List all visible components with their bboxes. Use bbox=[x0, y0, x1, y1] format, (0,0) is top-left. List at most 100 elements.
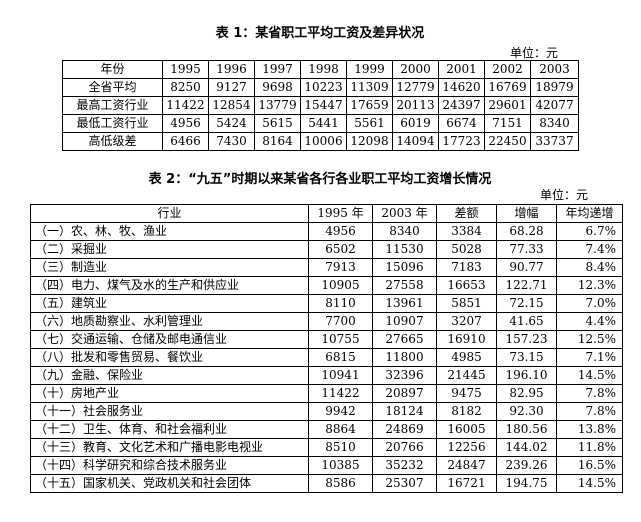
table2-cell: 6.7% bbox=[556, 222, 623, 241]
table2-cell: 18124 bbox=[372, 402, 437, 421]
table2-title: 表 2：“九五”时期以来某省各行各业职工平均工资增长情况 bbox=[148, 172, 492, 187]
table2-cell: 5028 bbox=[436, 240, 497, 259]
table2-row: （十二）卫生、体育、和社会福利业 8864 24869 16005 180.56 13.8… bbox=[30, 420, 623, 439]
table1-cell: 6466 bbox=[162, 132, 209, 151]
table2-cell: 12.3% bbox=[556, 276, 623, 295]
table1-cell: 29601 bbox=[484, 96, 531, 115]
table1-header-year: 2002 bbox=[484, 60, 531, 79]
table1-cell: 24397 bbox=[438, 96, 485, 115]
table1-cell: 10006 bbox=[300, 132, 347, 151]
table2-cell: 144.02 bbox=[496, 438, 557, 457]
table2-header-cell: 行业 bbox=[30, 204, 309, 223]
table1-cell: 22450 bbox=[484, 132, 531, 151]
table2-industry-name: （十一）社会服务业 bbox=[30, 402, 309, 421]
table1-cell: 11422 bbox=[162, 96, 209, 115]
table2-cell: 27665 bbox=[372, 330, 437, 349]
table2-cell: 25307 bbox=[372, 474, 437, 493]
table1-header-year: 2003 bbox=[530, 60, 579, 79]
table2-cell: 16005 bbox=[436, 420, 497, 439]
table1-title: 表 1：某省职工平均工资及差异状况 bbox=[215, 26, 425, 41]
table2-header-cell: 增幅 bbox=[496, 204, 557, 223]
table1-cell: 9127 bbox=[208, 78, 255, 97]
table1-cell: 5615 bbox=[254, 114, 301, 133]
table2-row: （十五）国家机关、党政机关和社会团体 8586 25307 16721 194.75 14… bbox=[30, 474, 623, 493]
table1-cell: 20113 bbox=[392, 96, 439, 115]
table2-cell: 7.8% bbox=[556, 402, 623, 421]
table1-header-label: 年份 bbox=[62, 60, 163, 79]
table2-cell: 4985 bbox=[436, 348, 497, 367]
table2-cell: 157.23 bbox=[496, 330, 557, 349]
table2-cell: 7913 bbox=[308, 258, 373, 277]
table1-cell: 6019 bbox=[392, 114, 439, 133]
table2-cell: 3384 bbox=[436, 222, 497, 241]
table2-cell: 10907 bbox=[372, 312, 437, 331]
table2-industry-name: （十）房地产业 bbox=[30, 384, 309, 403]
table2-cell: 8510 bbox=[308, 438, 373, 457]
table1-cell: 5561 bbox=[346, 114, 393, 133]
industry-wage-growth-table: 行业 1995 年 2003 年差额 增幅 年均递增 （一）农、林、牧、渔业 4956 834… bbox=[30, 204, 623, 493]
table2-row: （五）建筑业 8110 13961 5851 72.15 7.0% bbox=[30, 294, 623, 313]
table1-header-row: 年份 1995 1996 1997 1998 1999 2000 2001 2002 2003 bbox=[62, 60, 579, 79]
table1-cell: 8164 bbox=[254, 132, 301, 151]
table2-industry-name: （九）金融、保险业 bbox=[30, 366, 309, 385]
table2-cell: 13.8% bbox=[556, 420, 623, 439]
table2-cell: 8110 bbox=[308, 294, 373, 313]
table1-cell: 12854 bbox=[208, 96, 255, 115]
table2-cell: 7.1% bbox=[556, 348, 623, 367]
table2-industry-name: （十五）国家机关、党政机关和社会团体 bbox=[30, 474, 309, 493]
table2-cell: 12.5% bbox=[556, 330, 623, 349]
table1-cell: 7430 bbox=[208, 132, 255, 151]
table1-cell: 11309 bbox=[346, 78, 393, 97]
table1-cell: 18979 bbox=[530, 78, 579, 97]
table2-cell: 122.71 bbox=[496, 276, 557, 295]
table2-cell: 77.33 bbox=[496, 240, 557, 259]
table1-row-label: 高低级差 bbox=[62, 132, 163, 151]
table1-cell: 4956 bbox=[162, 114, 209, 133]
table1-cell: 5424 bbox=[208, 114, 255, 133]
table2-cell: 9942 bbox=[308, 402, 373, 421]
table2-industry-name: （十二）卫生、体育、和社会福利业 bbox=[30, 420, 309, 439]
table2-cell: 11422 bbox=[308, 384, 373, 403]
table1-cell: 6674 bbox=[438, 114, 485, 133]
table1-row: 高低级差 6466 7430 8164 10006 12098 14094 17723 2245… bbox=[62, 132, 579, 151]
table2-cell: 72.15 bbox=[496, 294, 557, 313]
table2-cell: 194.75 bbox=[496, 474, 557, 493]
table2-industry-name: （一）农、林、牧、渔业 bbox=[30, 222, 309, 241]
table2-header-cell: 1995 年 bbox=[308, 204, 373, 223]
table2-cell: 10385 bbox=[308, 456, 373, 475]
table2-industry-name: （三）制造业 bbox=[30, 258, 309, 277]
table1-header-year: 2000 bbox=[392, 60, 439, 79]
table2-header-cell: 年均递增 bbox=[556, 204, 623, 223]
table1-cell: 12098 bbox=[346, 132, 393, 151]
table2-cell: 68.28 bbox=[496, 222, 557, 241]
table2-cell: 3207 bbox=[436, 312, 497, 331]
table2-row: （二）采掘业 6502 11530 5028 77.33 7.4% bbox=[30, 240, 623, 259]
table2-industry-name: （二）采掘业 bbox=[30, 240, 309, 259]
table2-cell: 21445 bbox=[436, 366, 497, 385]
table2-cell: 16721 bbox=[436, 474, 497, 493]
table1-body: 年份 1995 1996 1997 1998 1999 2000 2001 2002 2003 全省… bbox=[62, 60, 579, 151]
table2-header-cell: 2003 年 bbox=[372, 204, 437, 223]
table1-cell: 17659 bbox=[346, 96, 393, 115]
table2-header-cell: 差额 bbox=[436, 204, 497, 223]
table2-cell: 8340 bbox=[372, 222, 437, 241]
table1-header-year: 1995 bbox=[162, 60, 209, 79]
table2-cell: 92.30 bbox=[496, 402, 557, 421]
table2-row: （八）批发和零售贸易、餐饮业 6815 11800 4985 73.15 7.1% bbox=[30, 348, 623, 367]
table2-row: （七）交通运输、仓储及邮电通信业 10755 27665 16910 157.23 12.… bbox=[30, 330, 623, 349]
table1-cell: 12779 bbox=[392, 78, 439, 97]
table2-cell: 7.8% bbox=[556, 384, 623, 403]
table2-industry-name: （十三）教育、文化艺术和广播电影电视业 bbox=[30, 438, 309, 457]
table1-cell: 33737 bbox=[530, 132, 579, 151]
table2-cell: 14.5% bbox=[556, 366, 623, 385]
table2-cell: 24847 bbox=[436, 456, 497, 475]
table2-cell: 13961 bbox=[372, 294, 437, 313]
table1-cell: 42077 bbox=[530, 96, 579, 115]
table2-cell: 8586 bbox=[308, 474, 373, 493]
table1-header-year: 1998 bbox=[300, 60, 347, 79]
table2-cell: 7183 bbox=[436, 258, 497, 277]
table2-row: （四）电力、煤气及水的生产和供应业 10905 27558 16653 122.71 12… bbox=[30, 276, 623, 295]
table1-cell: 10223 bbox=[300, 78, 347, 97]
table2-cell: 11.8% bbox=[556, 438, 623, 457]
table2-industry-name: （六）地质勘察业、水利管理业 bbox=[30, 312, 309, 331]
